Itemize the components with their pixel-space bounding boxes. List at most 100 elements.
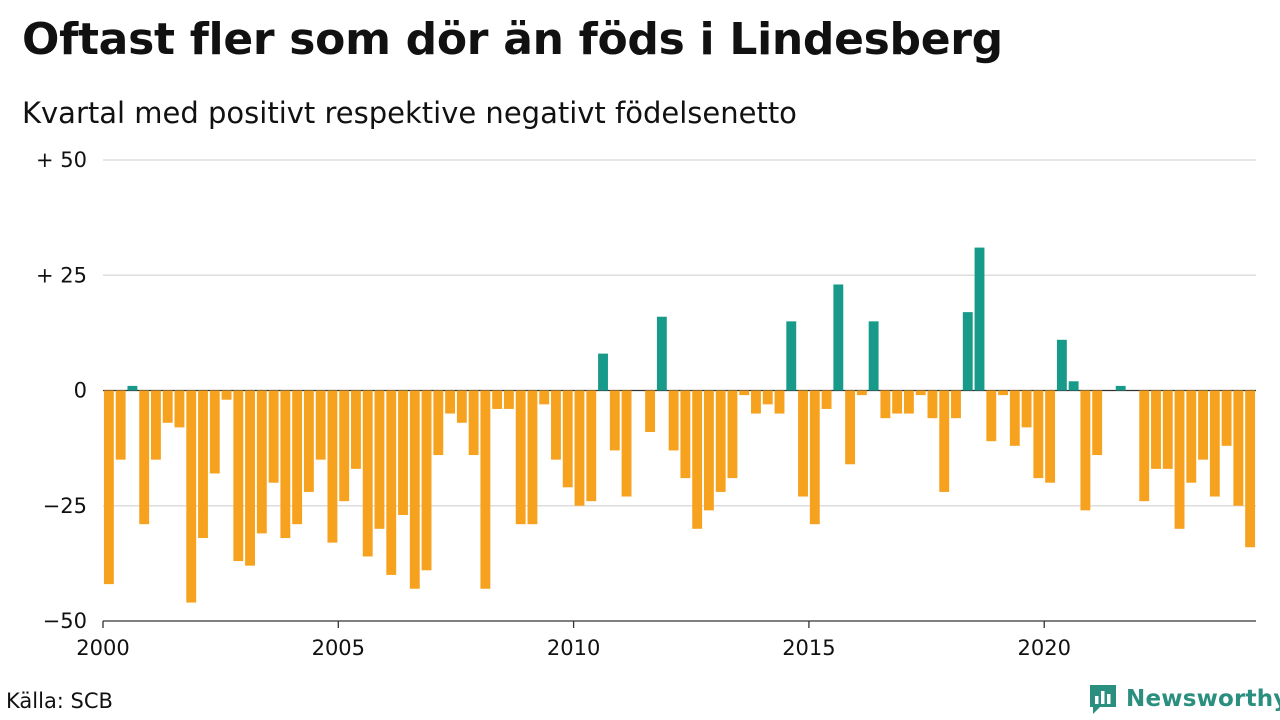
bar-negative — [115, 390, 126, 460]
bar-negative — [1009, 390, 1020, 446]
bar-negative — [327, 390, 338, 543]
x-axis: 2000 2005 2010 2015 2020 — [76, 620, 1256, 660]
chart-subtitle: Kvartal med positivt respektive negativt… — [22, 96, 797, 130]
bar-negative — [809, 390, 820, 525]
bar-negative — [880, 390, 891, 419]
bar-negative — [151, 390, 161, 460]
bar-negative — [892, 390, 903, 414]
bar-negative — [1080, 390, 1091, 511]
bar-negative — [762, 390, 773, 405]
bar-positive — [868, 321, 879, 391]
bar-positive — [786, 321, 797, 391]
bar-negative — [1092, 390, 1103, 456]
bar-positive — [656, 316, 667, 391]
bar-positive — [1115, 385, 1126, 391]
bar-negative — [998, 390, 1008, 396]
bar-negative — [245, 390, 255, 566]
bar-negative — [292, 390, 303, 525]
bar-positive — [833, 284, 844, 391]
bar-negative — [1151, 390, 1161, 469]
bar-negative — [539, 390, 550, 405]
bar-negative — [715, 390, 726, 492]
bar-negative — [103, 390, 114, 585]
x-tick-label: 2010 — [547, 636, 600, 660]
bar-negative — [315, 390, 326, 460]
bar-negative — [739, 390, 750, 396]
bar-negative — [139, 390, 150, 525]
bar-negative — [198, 390, 208, 539]
bar-negative — [409, 390, 420, 589]
x-tick-label: 2020 — [1017, 636, 1070, 660]
x-tick-label: 2000 — [76, 636, 129, 660]
y-tick-label: + 25 — [36, 263, 87, 287]
y-tick-label: 0 — [74, 379, 87, 403]
bar-negative — [174, 390, 185, 428]
bar-positive — [1068, 381, 1079, 391]
y-tick-label: + 50 — [36, 148, 87, 172]
bar-negative — [503, 390, 514, 409]
bar-negative — [645, 390, 656, 432]
bar-negative — [1198, 390, 1208, 460]
bar-negative — [986, 390, 997, 442]
bar-negative — [562, 390, 573, 488]
bar-positive — [127, 385, 138, 391]
bar-negative — [445, 390, 456, 414]
bar-negative — [903, 390, 914, 414]
bar-negative — [551, 390, 561, 460]
newsworthy-chart-logo-icon — [1090, 685, 1116, 714]
bar-negative — [351, 390, 361, 469]
y-axis-labels: + 50 + 25 0 −25 −50 — [36, 148, 87, 633]
source-note: Källa: SCB — [6, 689, 113, 713]
bar-negative — [1045, 390, 1056, 483]
bar-negative — [256, 390, 267, 534]
bar-negative — [609, 390, 620, 451]
bar-negative — [303, 390, 314, 492]
bar-negative — [586, 390, 597, 502]
bar-negative — [280, 390, 291, 539]
bar-negative — [1209, 390, 1220, 497]
bar-negative — [951, 390, 961, 419]
bar-negative — [621, 390, 632, 497]
bar-positive — [1056, 339, 1067, 391]
brand-logo[interactable]: Newsworthy — [1088, 683, 1280, 715]
bar-negative — [798, 390, 808, 497]
y-tick-label: −50 — [43, 609, 87, 633]
bar-negative — [268, 390, 279, 483]
bar-negative — [927, 390, 938, 419]
bar-negative — [774, 390, 785, 414]
bar-negative — [221, 390, 232, 400]
bar-negative — [692, 390, 703, 529]
bar-negative — [1174, 390, 1185, 529]
bar-negative — [386, 390, 397, 575]
bars — [103, 247, 1256, 603]
bar-negative — [233, 390, 244, 562]
bar-negative — [751, 390, 761, 414]
bar-negative — [468, 390, 479, 456]
bar-negative — [421, 390, 432, 571]
bar-negative — [727, 390, 738, 479]
bar-negative — [492, 390, 503, 409]
bar-negative — [574, 390, 585, 506]
y-tick-label: −25 — [43, 494, 87, 518]
bar-negative — [1139, 390, 1150, 502]
bar-negative — [1162, 390, 1173, 469]
bar-negative — [339, 390, 350, 502]
bar-negative — [856, 390, 867, 396]
bar-negative — [821, 390, 832, 409]
bar-negative — [1233, 390, 1244, 506]
bar-negative — [1021, 390, 1032, 428]
bar-negative — [527, 390, 538, 525]
bar-negative — [480, 390, 491, 589]
x-tick-label: 2015 — [782, 636, 835, 660]
bar-negative — [915, 390, 926, 396]
bar-negative — [703, 390, 714, 511]
bar-negative — [845, 390, 856, 465]
bar-negative — [374, 390, 385, 529]
bar-negative — [162, 390, 173, 423]
bar-negative — [680, 390, 691, 479]
bar-negative — [456, 390, 467, 423]
brand-name: Newsworthy — [1126, 686, 1280, 712]
chart-title: Oftast fler som dör än föds i Lindesberg — [22, 14, 1003, 65]
bar-negative — [1245, 390, 1256, 548]
